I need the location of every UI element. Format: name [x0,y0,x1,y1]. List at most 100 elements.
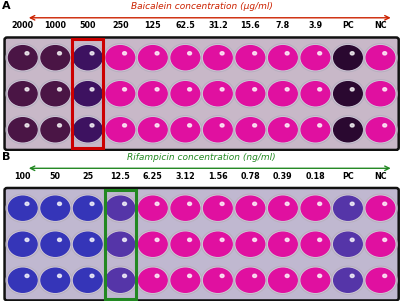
Circle shape [105,45,136,70]
Circle shape [364,116,397,144]
Text: 1.56: 1.56 [208,172,228,181]
Circle shape [203,45,233,70]
Circle shape [74,268,102,292]
Circle shape [268,267,298,293]
Circle shape [301,46,330,70]
Circle shape [169,266,202,294]
Circle shape [334,46,362,70]
Circle shape [201,230,234,258]
Circle shape [90,202,94,206]
Circle shape [331,266,364,294]
Circle shape [39,230,72,258]
Circle shape [106,118,135,142]
Circle shape [234,266,267,294]
Circle shape [365,267,396,293]
Circle shape [8,82,37,106]
Circle shape [318,52,322,55]
Circle shape [90,88,94,91]
Circle shape [266,194,300,222]
Circle shape [71,230,104,258]
Circle shape [268,231,298,257]
Circle shape [170,231,201,257]
Circle shape [171,232,200,256]
Circle shape [220,124,224,127]
Circle shape [301,82,330,106]
Circle shape [8,81,38,107]
Circle shape [106,46,135,70]
Circle shape [201,266,234,294]
Circle shape [40,267,70,293]
Circle shape [155,274,159,278]
Circle shape [6,116,39,144]
Circle shape [71,44,104,72]
Circle shape [188,124,192,127]
Circle shape [40,81,70,107]
Circle shape [169,194,202,222]
Circle shape [268,45,298,70]
Circle shape [90,238,94,241]
Circle shape [334,82,362,106]
Circle shape [299,116,332,144]
Circle shape [269,46,297,70]
Circle shape [41,82,70,106]
Circle shape [188,274,192,278]
Circle shape [234,44,267,72]
Circle shape [25,88,29,91]
Circle shape [331,116,364,144]
Bar [105,190,136,299]
Text: 0.39: 0.39 [273,172,293,181]
Circle shape [253,238,256,241]
Text: 15.6: 15.6 [240,21,260,30]
Circle shape [236,196,265,220]
Circle shape [366,232,395,256]
Circle shape [169,116,202,144]
Circle shape [204,196,232,220]
Circle shape [41,232,70,256]
Circle shape [204,118,232,142]
Bar [72,39,104,148]
Circle shape [123,202,126,206]
Circle shape [235,195,266,221]
Circle shape [170,195,201,221]
Circle shape [266,116,300,144]
Circle shape [253,52,256,55]
Circle shape [105,81,136,107]
Circle shape [138,81,168,107]
Circle shape [365,195,396,221]
Circle shape [334,268,362,292]
Circle shape [366,196,395,220]
Circle shape [234,194,267,222]
Circle shape [40,45,70,70]
Circle shape [269,82,297,106]
Circle shape [236,46,265,70]
Circle shape [269,118,297,142]
Circle shape [366,118,395,142]
Circle shape [333,267,363,293]
Circle shape [39,266,72,294]
Text: 250: 250 [112,21,129,30]
Circle shape [285,52,289,55]
Circle shape [90,274,94,278]
Circle shape [188,88,192,91]
Circle shape [285,238,289,241]
Circle shape [383,88,387,91]
Circle shape [301,232,330,256]
Circle shape [170,81,201,107]
Circle shape [138,195,168,221]
Circle shape [58,274,62,278]
Circle shape [138,45,168,70]
Circle shape [136,266,170,294]
Circle shape [301,196,330,220]
Circle shape [334,118,362,142]
Circle shape [169,80,202,108]
Circle shape [366,82,395,106]
Circle shape [171,82,200,106]
Circle shape [138,268,167,292]
Circle shape [74,118,102,142]
Circle shape [136,230,170,258]
Circle shape [234,116,267,144]
Circle shape [138,231,168,257]
Circle shape [171,46,200,70]
Circle shape [204,232,232,256]
Circle shape [71,194,104,222]
